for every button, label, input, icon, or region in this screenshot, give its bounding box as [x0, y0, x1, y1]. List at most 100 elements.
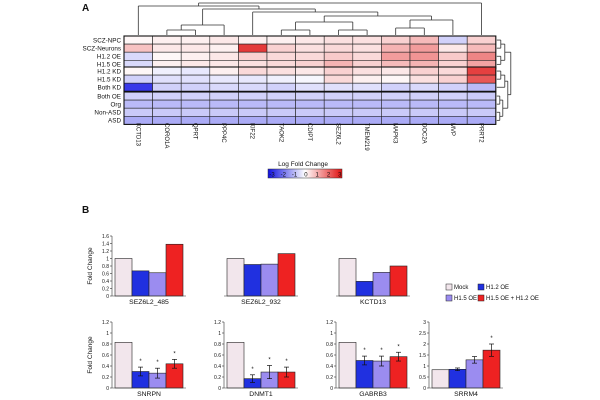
bar	[389, 265, 408, 297]
heatmap-cell	[295, 107, 325, 117]
heatmap-cell	[466, 74, 497, 84]
y-tick-label: 0.8	[102, 342, 109, 348]
significance-star: *	[285, 359, 288, 365]
bar	[338, 342, 357, 389]
heatmap-cell	[352, 66, 382, 76]
heatmap-cell	[209, 107, 239, 117]
heatmap-cell	[238, 107, 268, 117]
colorbar-title: Log Fold Change	[278, 161, 328, 168]
heatmap-cell	[180, 82, 211, 92]
chart-title: SRRM4	[454, 391, 478, 398]
bar	[226, 258, 245, 297]
legend-swatch	[445, 283, 453, 291]
heatmap-cell	[295, 91, 325, 101]
y-tick-label: 1.2	[102, 320, 109, 326]
heatmap-cell	[323, 35, 354, 45]
heatmap-cell	[152, 82, 182, 92]
legend-label: Mock	[454, 285, 469, 291]
heatmap-column-label: MVP	[449, 123, 455, 136]
heatmap-cell	[323, 91, 354, 101]
heatmap-cell	[323, 66, 354, 76]
y-tick-label: 2.5	[419, 331, 426, 337]
bar	[114, 342, 133, 389]
chart-title: DNMT1	[249, 391, 273, 398]
heatmap-cell	[438, 99, 468, 109]
y-tick-label: 0.4	[102, 279, 109, 285]
heatmap-cell	[466, 107, 497, 117]
y-tick-label: 0.6	[214, 353, 221, 359]
heatmap-column-labels: KCTD13 CORO1A QPRT PPP4C KIF22 TAOK2 CDIPT SEZ6…	[134, 123, 483, 151]
legend-swatch	[445, 294, 453, 302]
heatmap-cell	[238, 99, 268, 109]
colorbar-tick-label: -1	[292, 173, 298, 179]
heatmap-cell	[438, 82, 468, 92]
heatmap-cell	[209, 99, 239, 109]
heatmap-cell	[466, 51, 497, 61]
heatmap-cell	[266, 91, 296, 101]
heatmap-cell	[295, 35, 325, 45]
significance-star: *	[173, 351, 176, 357]
bar	[131, 270, 150, 297]
heatmap-cell	[323, 99, 354, 109]
heatmap-cell	[323, 82, 354, 92]
heatmap-cell	[209, 66, 239, 76]
heatmap-cell	[266, 66, 296, 76]
heatmap-cell	[381, 107, 411, 117]
y-tick-label: 0.6	[102, 271, 109, 277]
bar-chart-sez6l2-932: SEZ6L2_932	[224, 253, 298, 306]
heatmap-cell	[180, 35, 211, 45]
y-tick-label: 1	[330, 331, 333, 337]
heatmap-cell	[180, 66, 211, 76]
heatmap-row-label: H1.2 OE	[97, 53, 121, 60]
heatmap-column-label: QPRT	[192, 123, 198, 140]
colorbar-ticks: -3 -2 -1 0 1 2 3	[269, 173, 342, 179]
heatmap-column-label: TAOK2	[277, 123, 283, 143]
heatmap-cell	[266, 74, 296, 84]
heatmap-cell	[209, 74, 239, 84]
heatmap-column-label: PRRT2	[478, 123, 484, 143]
heatmap-cell	[409, 91, 439, 101]
heatmap-cell	[352, 107, 382, 117]
bar	[338, 258, 357, 297]
legend-swatch	[477, 283, 485, 291]
heatmap-column-label: KIF22	[249, 123, 255, 140]
heatmap-cell	[123, 74, 153, 84]
heatmap-cell	[180, 74, 211, 84]
y-axis-label: Fold Change	[87, 247, 94, 285]
heatmap-cell	[381, 66, 411, 76]
y-tick-label: 1.2	[214, 320, 221, 326]
y-tick-label: 0	[106, 386, 109, 392]
column-dendrogram	[137, 2, 482, 35]
y-tick-label: 0.4	[102, 364, 109, 370]
heatmap-cell	[266, 99, 296, 109]
heatmap-row-label: H1.5 OE	[97, 62, 121, 69]
heatmap-cell	[180, 43, 211, 53]
bar	[148, 272, 167, 297]
bar-chart-dnmt1: 0 0.2 0.4 0.6 0.8 1 1.2 * * * DNMT1	[214, 320, 298, 398]
heatmap-cell	[381, 91, 411, 101]
heatmap-cell	[266, 35, 296, 45]
y-tick-label: 0.6	[102, 353, 109, 359]
heatmap-row-label: H1.5 KD	[97, 76, 121, 83]
heatmap-cell	[438, 91, 468, 101]
chart-title: KCTD13	[360, 299, 386, 306]
heatmap-cell	[238, 51, 268, 61]
y-tick-label: 1.5	[419, 353, 426, 359]
y-tick-label: 0	[330, 386, 333, 392]
heatmap-cell	[266, 51, 296, 61]
significance-star: *	[363, 348, 366, 354]
heatmap-column-label: SEZ6L2	[335, 123, 341, 145]
y-tick-label: 0.5	[419, 375, 426, 381]
heatmap-cell	[381, 82, 411, 92]
heatmap-cell	[323, 43, 354, 53]
heatmap-cell	[295, 66, 325, 76]
heatmap-row-label: ASD	[108, 118, 121, 125]
heatmap-cell	[352, 35, 382, 45]
heatmap-cell	[152, 51, 182, 61]
heatmap-cell	[409, 82, 439, 92]
heatmap-column-label: CORO1A	[163, 123, 169, 148]
y-tick-label: 0.2	[102, 286, 109, 292]
y-tick-label: 1	[106, 331, 109, 337]
